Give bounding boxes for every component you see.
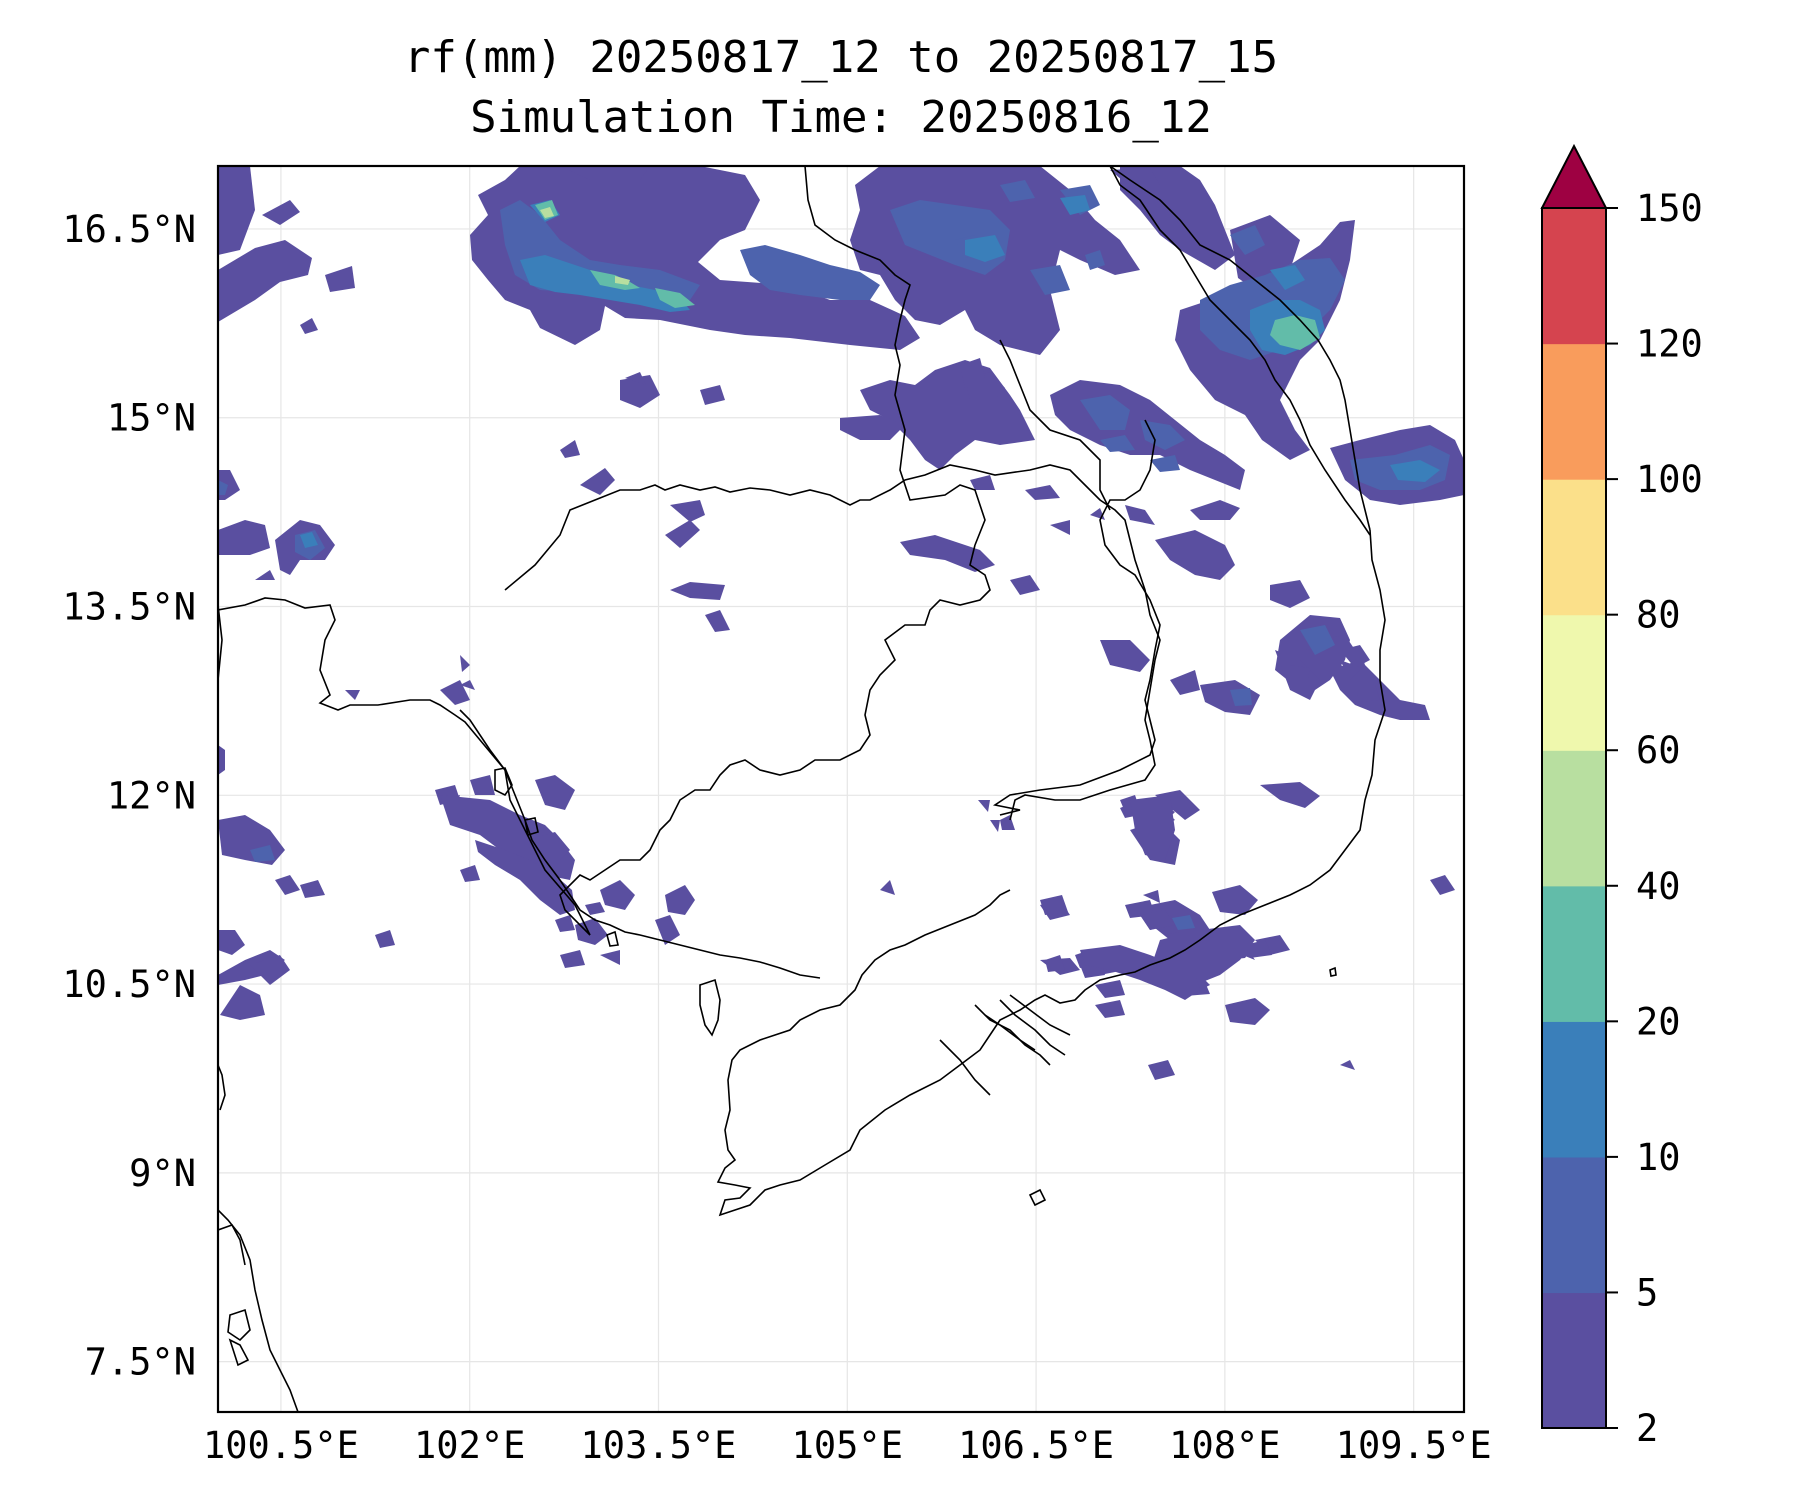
map-frame [216,164,1466,1414]
border-laos-vietnam [1109,166,1371,536]
colorbar-segment [1542,614,1606,751]
lon-tick-label: 108°E [1169,1424,1280,1467]
colorbar-segment [1542,1292,1606,1429]
island-con-dao [1028,1188,1047,1207]
island-samui [227,1308,251,1342]
colorbar-tick-label: 10 [1636,1136,1681,1179]
rainfall-level-5-10 [218,180,1450,930]
coastlines-and-borders [218,166,1386,1412]
border-vietnam-cambodia [992,419,1161,816]
colorbar-tick-label: 2 [1636,1407,1658,1450]
island-koh-kong [494,767,513,797]
island-small-b [606,930,619,947]
lon-tick-label: 106.5°E [958,1424,1114,1467]
lat-tick-label: 15°N [107,397,196,440]
colorbar-segment [1542,479,1606,616]
border-laos-thailand [804,166,986,546]
colorbar-segment [1542,1156,1606,1294]
coast-vietnam [716,529,1386,1217]
island-small-c [1329,966,1337,977]
lat-tick-label: 12°N [107,774,196,817]
lat-tick-label: 16.5°N [62,208,196,251]
rainfall-field [218,166,1464,1080]
coast-thailand-east [218,1064,226,1111]
coast-mekong-delta-d [1009,994,1071,1036]
island-small-a [524,817,539,837]
border-cambodia-vietnam-south [559,544,991,936]
coast-thailand-peninsula-b [218,1224,246,1266]
latitude-labels: 16.5°N 15°N 13.5°N 12°N 10.5°N 9°N 7.5°N [62,208,196,1384]
colorbar-tick-label: 120 [1636,323,1703,366]
colorbar-segment [1542,885,1606,1022]
lon-tick-label: 102°E [414,1424,525,1467]
colorbar-extend-arrow [1540,143,1608,209]
colorbar-segment [1542,208,1606,345]
border-cambodia-north [504,464,1161,821]
longitude-labels: 100.5°E 102°E 103.5°E 105°E 106.5°E 108°E 109.… [203,1424,1492,1467]
lat-tick-label: 7.5°N [85,1341,196,1384]
colorbar-tick-label: 80 [1636,594,1681,637]
colorbar-frame [1541,207,1607,1429]
border-thailand-cambodia-north [218,597,591,936]
lat-tick-label: 10.5°N [62,963,196,1006]
island-tao [228,1338,250,1367]
colorbar-segment [1542,343,1606,480]
lon-tick-label: 109.5°E [1336,1424,1492,1467]
island-phu-quoc [699,978,721,1037]
lon-tick-label: 105°E [792,1424,903,1467]
map-subtitle: Simulation Time: 20250816_12 [470,92,1212,143]
colorbar-tick-label: 150 [1636,187,1703,230]
colorbar-tick-label: 40 [1636,865,1681,908]
coast-mekong-delta-c [999,999,1066,1056]
coast-thai-peninsula [218,1209,299,1412]
lat-tick-label: 13.5°N [62,586,196,629]
colorbar-tick-label: 60 [1636,729,1681,772]
rainfall-level-40-60 [540,207,630,285]
colorbar: 2 5 10 20 40 60 80 100 120 150 [1540,143,1703,1450]
lon-tick-label: 100.5°E [203,1424,359,1467]
lon-tick-label: 103.5°E [581,1424,737,1467]
coast-mekong-delta-b [984,1014,1036,1051]
map-title: rf(mm) 20250817_12 to 20250817_15 [403,32,1279,83]
colorbar-tick-label: 20 [1636,1000,1681,1043]
coast-mekong-delta-e [939,1039,991,1096]
colorbar-segment [1542,750,1606,887]
colorbar-segment [1542,1021,1606,1158]
coast-vietnam-north [1109,166,1371,531]
colorbar-tick-label: 100 [1636,458,1703,501]
lat-tick-label: 9°N [129,1152,196,1195]
colorbar-tick-label: 5 [1636,1271,1658,1314]
border-vietnam-laos-central [999,339,1111,511]
